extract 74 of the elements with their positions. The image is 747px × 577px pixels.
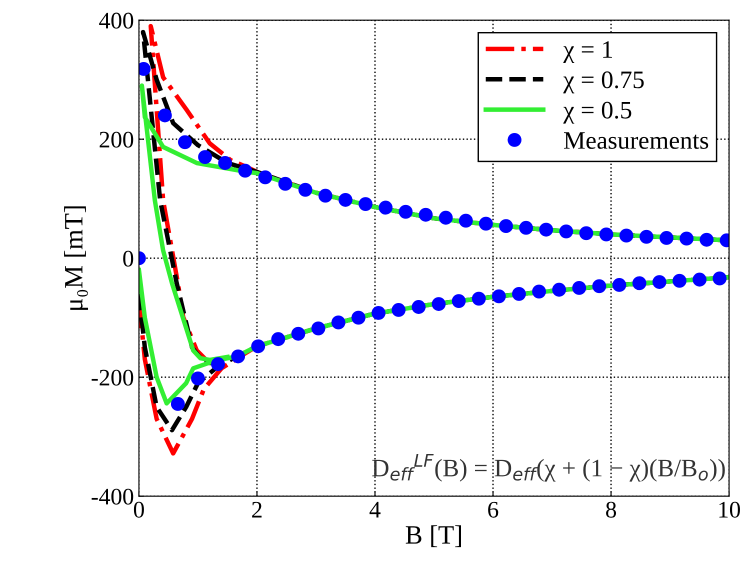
point bbox=[392, 303, 406, 317]
y-tick-label: -200 bbox=[92, 370, 134, 386]
point bbox=[599, 227, 614, 242]
legend-label: χ = 1 bbox=[563, 41, 612, 64]
y-tick-label: 0 bbox=[123, 250, 134, 267]
annotation: D$_{eff}$$^{LF}$(B) = D$_{eff}$(χ + (1 − χ)(B/B$_{o}$)) bbox=[372, 454, 725, 482]
point bbox=[278, 176, 292, 191]
point bbox=[579, 226, 594, 240]
point bbox=[231, 349, 246, 364]
point bbox=[552, 282, 566, 297]
point bbox=[218, 156, 232, 170]
point bbox=[352, 310, 366, 325]
point bbox=[372, 306, 386, 320]
point bbox=[331, 316, 346, 330]
point bbox=[291, 326, 306, 341]
point bbox=[358, 197, 372, 212]
legend-label: Measurements bbox=[564, 132, 708, 149]
y-axis-title: μ₀M [mT] bbox=[64, 206, 88, 310]
point bbox=[311, 321, 326, 336]
point bbox=[438, 210, 453, 225]
point bbox=[712, 271, 727, 286]
x-tick-label: 10 bbox=[719, 502, 740, 518]
point bbox=[458, 214, 473, 228]
point bbox=[680, 232, 694, 246]
point bbox=[170, 397, 185, 411]
point bbox=[472, 292, 486, 306]
point bbox=[178, 135, 192, 150]
point bbox=[191, 371, 205, 386]
point bbox=[532, 284, 546, 298]
point bbox=[660, 231, 674, 245]
point bbox=[499, 219, 513, 234]
point bbox=[298, 182, 312, 197]
point bbox=[251, 339, 266, 354]
point bbox=[478, 216, 493, 231]
point bbox=[238, 164, 252, 178]
x-tick-label: 0 bbox=[134, 502, 144, 518]
point bbox=[559, 224, 574, 238]
point bbox=[632, 276, 646, 290]
legend-label: χ = 0.75 bbox=[563, 71, 644, 94]
point bbox=[271, 332, 286, 346]
point bbox=[539, 222, 554, 237]
x-tick-label: 4 bbox=[370, 502, 381, 518]
point bbox=[258, 170, 272, 184]
point bbox=[592, 279, 606, 294]
point bbox=[318, 188, 332, 203]
point bbox=[652, 275, 666, 289]
point bbox=[640, 230, 654, 244]
point bbox=[211, 357, 225, 372]
x-tick-label: 2 bbox=[252, 502, 262, 518]
point bbox=[198, 150, 212, 164]
point bbox=[432, 297, 446, 311]
point bbox=[338, 192, 352, 207]
point bbox=[519, 220, 534, 235]
point bbox=[512, 286, 526, 301]
point bbox=[572, 281, 586, 295]
x-tick-label: 8 bbox=[606, 502, 616, 518]
point bbox=[700, 232, 714, 247]
point bbox=[492, 289, 506, 304]
point bbox=[612, 278, 626, 292]
point bbox=[158, 108, 172, 122]
y-tick-label: 400 bbox=[99, 12, 134, 29]
point bbox=[378, 200, 393, 215]
legend-label: χ = 0.5 bbox=[563, 102, 632, 124]
x-axis-title: B [T] bbox=[406, 525, 461, 548]
point bbox=[412, 300, 426, 314]
x-tick-label: 6 bbox=[488, 502, 498, 518]
y-tick-label: -400 bbox=[92, 488, 134, 505]
point bbox=[619, 228, 634, 243]
point bbox=[398, 204, 413, 219]
point bbox=[418, 208, 433, 222]
point bbox=[692, 272, 707, 287]
point bbox=[452, 294, 466, 308]
y-tick-label: 200 bbox=[100, 132, 134, 148]
point bbox=[672, 274, 686, 288]
